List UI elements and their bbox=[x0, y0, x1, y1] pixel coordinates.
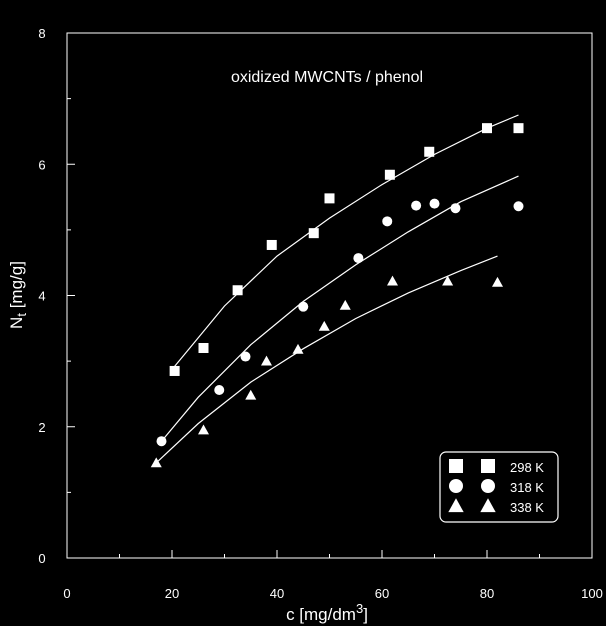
data-point-338k bbox=[339, 299, 351, 310]
data-point-318k bbox=[240, 351, 251, 362]
data-point-318k bbox=[298, 301, 309, 312]
legend: 298 K 318 K 338 K bbox=[439, 451, 559, 523]
legend-marker-318k bbox=[481, 479, 495, 493]
data-point-318k bbox=[156, 436, 167, 447]
y-tick-label: 8 bbox=[38, 26, 45, 41]
data-point-318k bbox=[513, 201, 524, 212]
data-point-338k bbox=[492, 276, 503, 287]
data-point-318k bbox=[214, 385, 225, 395]
y-axis-label-end: [mg/g] bbox=[7, 261, 26, 313]
legend-markers bbox=[448, 459, 496, 513]
legend-box bbox=[439, 451, 559, 523]
x-tick-label: 100 bbox=[581, 586, 603, 601]
legend-marker-338k bbox=[448, 498, 464, 513]
data-point-338k bbox=[318, 320, 330, 331]
legend-label-318k: 318 K bbox=[510, 480, 544, 495]
data-point-338k bbox=[150, 457, 162, 468]
data-point-298k bbox=[169, 365, 180, 376]
data-point-298k bbox=[266, 239, 277, 250]
y-axis-label-main: N bbox=[7, 317, 26, 329]
data-point-298k bbox=[513, 123, 524, 134]
x-tick-label: 80 bbox=[480, 586, 494, 601]
legend-marker-298k bbox=[481, 459, 495, 473]
data-points bbox=[150, 123, 524, 468]
x-tick-label: 40 bbox=[270, 586, 284, 601]
data-point-338k bbox=[245, 389, 257, 400]
data-point-298k bbox=[324, 193, 335, 204]
y-tick-label: 4 bbox=[38, 289, 45, 304]
data-point-338k bbox=[198, 424, 209, 435]
legend-marker-338k bbox=[480, 498, 496, 513]
legend-label-338k: 338 K bbox=[510, 500, 544, 515]
chart-title: oxidized MWCNTs / phenol bbox=[231, 69, 423, 86]
y-axis-label: Nt [mg/g] bbox=[7, 261, 29, 329]
data-point-318k bbox=[450, 203, 461, 214]
x-axis-label-superscript: 3 bbox=[356, 601, 363, 616]
data-point-338k bbox=[292, 343, 304, 354]
x-axis-label: c [mg/dm3] bbox=[286, 601, 368, 624]
data-point-298k bbox=[424, 146, 435, 157]
data-point-318k bbox=[353, 253, 364, 264]
x-tick-label: 20 bbox=[165, 586, 179, 601]
fit-curve-338k bbox=[155, 255, 498, 464]
axis-tick-labels: 0 20 40 60 80 100 0 2 4 6 8 bbox=[38, 26, 602, 601]
y-tick-label: 6 bbox=[38, 157, 45, 172]
x-tick-label: 0 bbox=[63, 586, 70, 601]
legend-marker-318k bbox=[449, 479, 463, 493]
x-axis-label-end: ] bbox=[363, 605, 368, 624]
y-axis-label-subscript: t bbox=[14, 313, 29, 317]
data-point-338k bbox=[387, 275, 398, 286]
y-tick-label: 0 bbox=[38, 551, 45, 566]
data-point-298k bbox=[232, 285, 243, 296]
data-point-318k bbox=[411, 200, 422, 211]
data-point-338k bbox=[442, 275, 454, 286]
axis-ticks bbox=[66, 32, 593, 559]
legend-marker-298k bbox=[449, 459, 463, 473]
legend-label-298k: 298 K bbox=[510, 460, 544, 475]
data-point-318k bbox=[429, 198, 440, 209]
data-point-298k bbox=[482, 123, 492, 134]
fit-curve-298k bbox=[174, 114, 519, 367]
x-axis-label-main: c [mg/dm bbox=[286, 605, 356, 624]
data-point-298k bbox=[384, 169, 395, 180]
y-tick-label: 2 bbox=[38, 420, 45, 435]
data-point-298k bbox=[198, 343, 209, 353]
data-point-338k bbox=[261, 355, 272, 366]
data-point-318k bbox=[382, 216, 393, 227]
x-tick-label: 60 bbox=[375, 586, 389, 601]
data-point-298k bbox=[308, 228, 319, 239]
